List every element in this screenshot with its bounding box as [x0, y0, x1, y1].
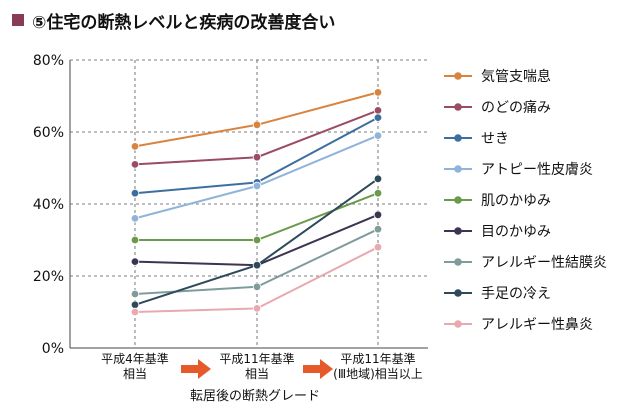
- data-point: [130, 300, 140, 309]
- data-point: [373, 106, 383, 115]
- title-row: ⑤住宅の断熱レベルと疾病の改善度合い: [12, 8, 336, 33]
- legend-label: 肌のかゆみ: [481, 193, 551, 209]
- data-point: [130, 235, 140, 245]
- data-point: [373, 242, 383, 252]
- data-point: [373, 88, 383, 97]
- category-arrow: [181, 359, 211, 379]
- legend-item: 肌のかゆみ: [444, 193, 551, 209]
- legend-swatch-marker: [454, 289, 462, 297]
- legend-item: アレルギー性結膜炎: [444, 255, 607, 271]
- chart-title: ⑤住宅の断熱レベルと疾病の改善度合い: [32, 12, 336, 33]
- data-point: [130, 214, 140, 223]
- legend: 気管支喘息のどの痛みせきアトピー性皮膚炎肌のかゆみ目のかゆみアレルギー性結膜炎手…: [444, 68, 607, 333]
- series-1: [130, 106, 383, 169]
- data-point: [373, 210, 383, 219]
- legend-swatch-marker: [454, 134, 462, 142]
- legend-label: のどの痛み: [481, 99, 551, 116]
- legend-swatch-marker: [454, 320, 462, 328]
- data-point: [252, 235, 262, 245]
- x-tick-label: (Ⅲ地域)相当以上: [333, 367, 423, 381]
- legend-label: アトピー性皮膚炎: [481, 162, 593, 178]
- legend-item: 手足の冷え: [444, 286, 551, 302]
- legend-item: アレルギー性鼻炎: [444, 316, 593, 333]
- data-point: [373, 131, 383, 140]
- legend-swatch-marker: [454, 196, 462, 204]
- legend-label: アレルギー性鼻炎: [481, 316, 593, 333]
- data-point: [252, 181, 262, 191]
- series-layer: [130, 88, 383, 317]
- data-point: [252, 304, 262, 313]
- data-point: [130, 289, 140, 299]
- data-point: [373, 113, 383, 122]
- legend-item: アトピー性皮膚炎: [444, 162, 593, 178]
- x-tick-label: 相当: [123, 367, 147, 381]
- y-tick-label: 20%: [33, 269, 64, 285]
- series-0: [130, 88, 383, 151]
- series-7: [130, 174, 383, 309]
- data-point: [130, 142, 140, 151]
- series-line: [135, 192, 379, 241]
- series-4: [130, 188, 383, 245]
- legend-item: 目のかゆみ: [444, 224, 551, 240]
- data-point: [373, 188, 383, 198]
- legend-swatch-marker: [454, 103, 462, 111]
- data-point: [130, 307, 140, 317]
- data-point: [130, 160, 140, 169]
- legend-swatch-marker: [454, 258, 462, 266]
- legend-swatch-marker: [454, 165, 462, 173]
- legend-label: 手足の冷え: [481, 286, 551, 302]
- data-point: [373, 174, 383, 183]
- legend-item: せき: [444, 131, 509, 147]
- legend-label: 目のかゆみ: [481, 224, 551, 240]
- legend-swatch-marker: [454, 227, 462, 235]
- x-tick-label: 平成11年基準: [219, 351, 294, 366]
- legend-item: 気管支喘息: [444, 68, 551, 85]
- category-arrow: [303, 359, 333, 379]
- legend-swatch-marker: [454, 72, 462, 80]
- y-tick-label: 80%: [33, 53, 64, 69]
- series-line: [134, 246, 379, 313]
- legend-label: せき: [481, 131, 509, 147]
- data-point: [130, 188, 140, 198]
- data-point: [373, 224, 383, 234]
- legend-label: アレルギー性結膜炎: [481, 255, 607, 271]
- x-tick-label: 平成11年基準: [340, 351, 415, 366]
- data-point: [130, 257, 140, 266]
- y-tick-label: 60%: [33, 125, 64, 141]
- data-point: [252, 282, 262, 291]
- x-tick-label: 相当: [245, 367, 269, 381]
- y-tick-label: 40%: [33, 197, 64, 213]
- legend-label: 気管支喘息: [481, 68, 551, 85]
- x-axis-title: 転居後の断熱グレード: [190, 389, 320, 404]
- series-line: [134, 91, 379, 148]
- legend-item: のどの痛み: [444, 99, 551, 116]
- series-8: [130, 242, 383, 317]
- grid-layer: [70, 59, 428, 348]
- data-point: [252, 120, 262, 129]
- data-point: [252, 152, 262, 162]
- y-tick-label: 0%: [42, 341, 64, 357]
- x-tick-label: 平成4年基準: [101, 351, 169, 366]
- series-3: [130, 131, 383, 223]
- data-point: [252, 261, 262, 270]
- title-marker-square: [12, 14, 24, 26]
- axis-layer: 0% 20% 40% 60% 80%: [33, 53, 428, 357]
